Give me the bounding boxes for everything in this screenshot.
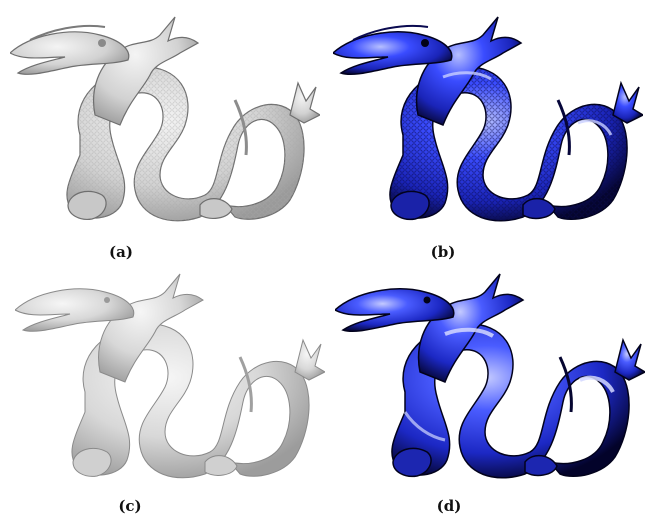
panel-a-caption: (a) [109, 243, 133, 261]
panel-d-caption: (d) [436, 497, 462, 515]
panel-d [335, 262, 645, 487]
dragon-render-gray-smooth [15, 273, 325, 479]
panel-c [15, 262, 325, 487]
panel-a [10, 5, 320, 230]
dragon-render-gray-rough [10, 16, 320, 222]
panel-c-caption: (c) [118, 497, 142, 515]
panel-b [333, 5, 643, 230]
dragon-render-blue-rough [333, 16, 643, 222]
dragon-render-blue-smooth [335, 273, 645, 479]
panel-b-caption: (b) [430, 243, 456, 261]
